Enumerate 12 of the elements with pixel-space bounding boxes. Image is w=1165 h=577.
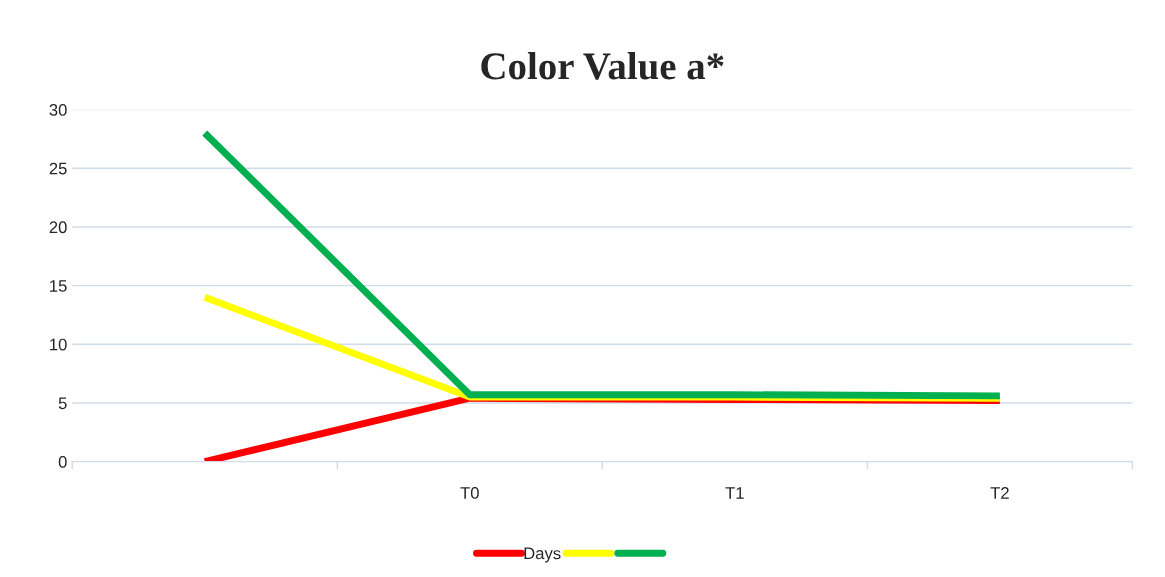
chart-title: Color Value a* bbox=[481, 52, 724, 80]
x-tick-label: T1 bbox=[725, 487, 744, 499]
y-tick-label: 10 bbox=[50, 338, 67, 351]
y-tick-label: 0 bbox=[58, 456, 67, 468]
y-tick-label: 30 bbox=[49, 104, 67, 116]
y-tick-label: 25 bbox=[49, 162, 67, 175]
x-tick-label: T0 bbox=[460, 487, 479, 499]
x-tick-label: T2 bbox=[990, 487, 1009, 499]
y-tick-label: 15 bbox=[50, 280, 67, 292]
y-tick-label: 5 bbox=[58, 397, 67, 410]
legend-label: Days bbox=[524, 547, 561, 563]
y-tick-label: 20 bbox=[49, 221, 67, 234]
